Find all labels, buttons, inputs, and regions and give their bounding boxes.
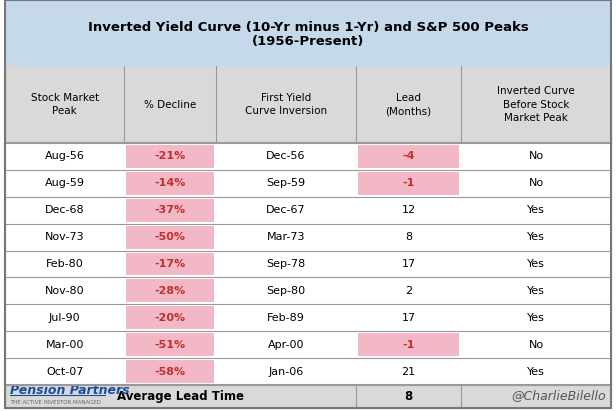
Text: Aug-59: Aug-59 (44, 178, 84, 188)
Bar (126, 333, 214, 356)
Text: % Decline: % Decline (144, 99, 197, 109)
Bar (5, 66, 611, 143)
Text: Nov-80: Nov-80 (45, 286, 84, 296)
Text: Apr-00: Apr-00 (267, 339, 304, 350)
Text: -14%: -14% (155, 178, 186, 188)
Text: (1956-Present): (1956-Present) (252, 35, 364, 48)
Text: -1: -1 (402, 178, 415, 188)
Text: Mar-73: Mar-73 (267, 232, 305, 242)
Text: Aug-56: Aug-56 (44, 151, 84, 162)
Text: -17%: -17% (155, 259, 186, 269)
Text: 8: 8 (405, 232, 412, 242)
Text: No: No (529, 151, 544, 162)
Text: Feb-80: Feb-80 (46, 259, 83, 269)
Bar (5, 251, 611, 277)
Bar (5, 277, 611, 304)
Text: Jul-90: Jul-90 (49, 313, 81, 323)
Text: Inverted Curve
Before Stock
Market Peak: Inverted Curve Before Stock Market Peak (497, 86, 575, 123)
Text: Oct-07: Oct-07 (46, 367, 83, 376)
Text: @CharlieBilello: @CharlieBilello (511, 389, 606, 402)
Bar (126, 279, 214, 302)
Text: No: No (529, 339, 544, 350)
Text: 2: 2 (405, 286, 412, 296)
Bar (358, 333, 459, 356)
Text: Yes: Yes (527, 367, 545, 376)
Bar (5, 224, 611, 251)
Bar (5, 197, 611, 224)
Text: 12: 12 (402, 205, 416, 215)
Bar (126, 145, 214, 168)
Text: Jan-06: Jan-06 (268, 367, 304, 376)
Bar (5, 304, 611, 331)
Text: -37%: -37% (155, 205, 185, 215)
Bar (5, 385, 611, 408)
Text: Stock Market
Peak: Stock Market Peak (31, 93, 99, 116)
Text: Average Lead Time: Average Lead Time (117, 390, 244, 403)
Text: Sep-59: Sep-59 (266, 178, 306, 188)
Text: -4: -4 (402, 151, 415, 162)
Text: Yes: Yes (527, 313, 545, 323)
Text: 8: 8 (404, 390, 413, 403)
Text: -51%: -51% (155, 339, 185, 350)
Text: 21: 21 (402, 367, 416, 376)
Text: Inverted Yield Curve (10-Yr minus 1-Yr) and S&P 500 Peaks: Inverted Yield Curve (10-Yr minus 1-Yr) … (87, 21, 529, 35)
Text: Mar-00: Mar-00 (46, 339, 84, 350)
Text: Dec-68: Dec-68 (45, 205, 84, 215)
Text: -50%: -50% (155, 232, 185, 242)
Text: -20%: -20% (155, 313, 185, 323)
Text: Pension Partners: Pension Partners (10, 384, 129, 397)
Text: -1: -1 (402, 339, 415, 350)
Text: 17: 17 (402, 313, 416, 323)
Bar (126, 226, 214, 249)
Bar (5, 170, 611, 197)
Text: Yes: Yes (527, 232, 545, 242)
Text: -58%: -58% (155, 367, 185, 376)
Text: Yes: Yes (527, 205, 545, 215)
Text: Dec-67: Dec-67 (266, 205, 306, 215)
Text: Dec-56: Dec-56 (266, 151, 306, 162)
Text: Nov-73: Nov-73 (45, 232, 84, 242)
Text: -28%: -28% (155, 286, 186, 296)
Bar (5, 143, 611, 170)
Text: Yes: Yes (527, 286, 545, 296)
Text: Feb-89: Feb-89 (267, 313, 305, 323)
Text: Sep-80: Sep-80 (266, 286, 306, 296)
Text: First Yield
Curve Inversion: First Yield Curve Inversion (245, 93, 327, 116)
Text: Yes: Yes (527, 259, 545, 269)
Bar (358, 145, 459, 168)
Bar (126, 252, 214, 275)
Bar (126, 172, 214, 195)
Bar (126, 360, 214, 383)
Bar (5, 0, 611, 66)
Text: Sep-78: Sep-78 (266, 259, 306, 269)
Bar (126, 199, 214, 222)
Text: No: No (529, 178, 544, 188)
Bar (358, 172, 459, 195)
Text: Lead
(Months): Lead (Months) (386, 93, 431, 116)
Bar (5, 358, 611, 385)
Bar (126, 306, 214, 329)
Text: 17: 17 (402, 259, 416, 269)
Text: THE ACTIVE INVESTOR MANAGED: THE ACTIVE INVESTOR MANAGED (10, 400, 101, 405)
Bar (5, 331, 611, 358)
Text: -21%: -21% (155, 151, 186, 162)
